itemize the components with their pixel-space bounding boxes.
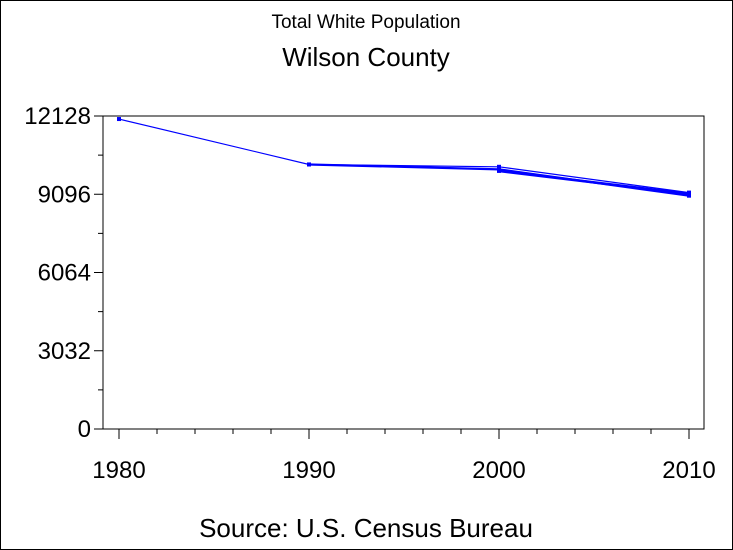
x-tick-label: 1990 <box>282 457 335 484</box>
y-tick-label: 12128 <box>24 103 91 130</box>
data-point <box>497 164 501 169</box>
x-tick-label: 2010 <box>662 457 715 484</box>
chart-subtitle: Wilson County <box>282 42 450 72</box>
y-tick-label: 3032 <box>38 338 91 365</box>
series-layer <box>117 117 691 198</box>
data-point <box>497 168 501 173</box>
data-point <box>307 162 311 167</box>
y-tick-label: 6064 <box>38 260 91 287</box>
x-tick-label: 2000 <box>472 457 525 484</box>
y-tick-label: 0 <box>78 416 91 443</box>
chart-title: Total White Population <box>271 12 460 33</box>
y-tick-label: 9096 <box>38 181 91 208</box>
series-line <box>118 118 690 194</box>
x-axis: 1980 1990 2000 2010 <box>92 429 716 484</box>
x-tick-label: 1980 <box>92 457 145 484</box>
series-line <box>498 169 690 196</box>
source-footnote: Source: U.S. Census Bureau <box>199 513 533 543</box>
data-point <box>687 191 691 196</box>
data-point <box>117 117 121 122</box>
y-axis: 0 3032 6064 9096 12128 <box>24 103 103 443</box>
